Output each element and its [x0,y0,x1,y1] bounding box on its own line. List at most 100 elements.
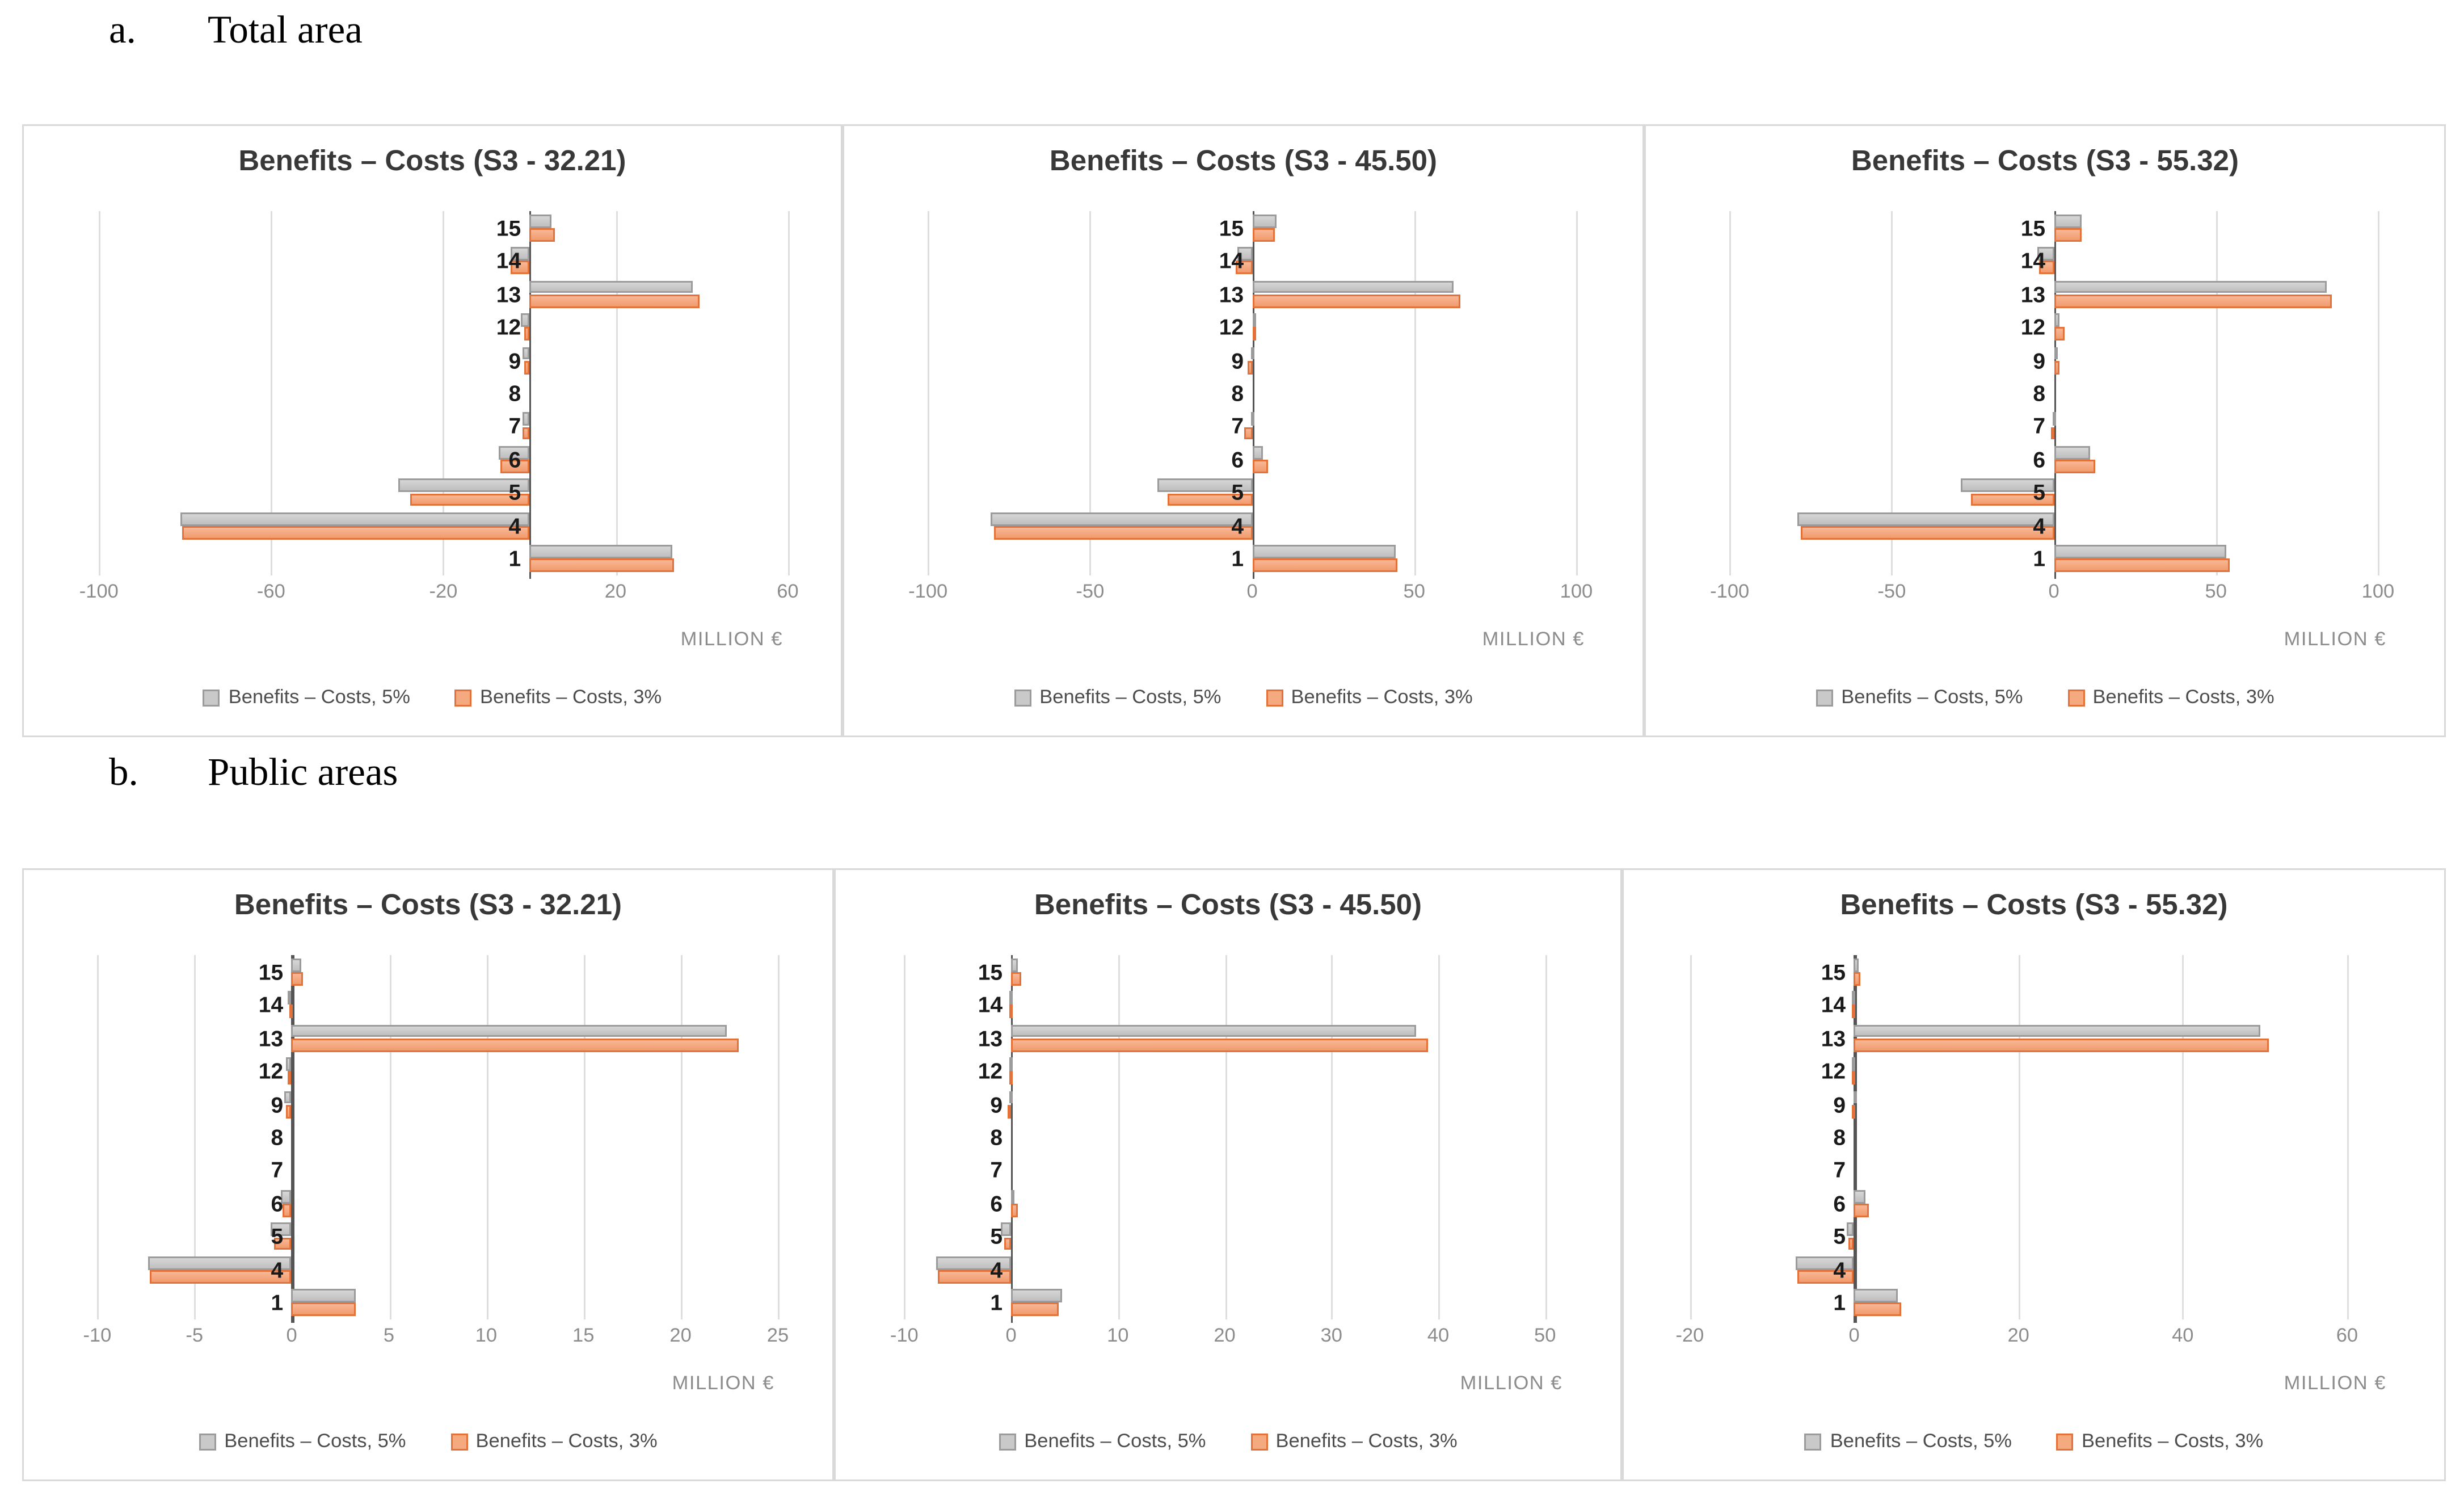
x-tick-label: 0 [1005,1326,1017,1347]
bar-3pct [1252,228,1275,242]
bar-3pct [1252,460,1268,473]
bar-3pct [1252,294,1460,308]
gridline [1892,211,1894,575]
category-label: 6 [508,447,521,473]
bar-5pct [2037,247,2054,260]
bar-5pct [1252,545,1396,559]
zero-axis-line [2054,211,2057,579]
legend-swatch-5pct-icon [999,1434,1016,1451]
category-label: 9 [2033,347,2046,373]
legend-swatch-5pct-icon [1014,690,1031,707]
zero-axis-line [292,955,294,1323]
category-label: 5 [508,480,521,506]
legend-label-5pct: Benefits – Costs, 5% [224,1432,406,1452]
bar-5pct [1010,1090,1014,1104]
bar-5pct [1854,958,1859,972]
category-label: 4 [2033,512,2046,539]
x-axis-unit-label: MILLION € [672,1374,774,1394]
gridline [904,955,906,1319]
category-label: 7 [1231,413,1244,439]
bar-3pct [1011,1303,1059,1317]
gridline [486,955,488,1319]
x-tick-label: 20 [604,582,627,603]
category-label: 12 [1219,314,1244,340]
bar-5pct [1250,413,1254,426]
bar-5pct [1961,479,2054,493]
bar-5pct [292,1289,355,1303]
bar-3pct [2054,327,2065,341]
category-label: 12 [2020,314,2046,340]
chart-total-area-55-32: Benefits – Costs (S3 - 55.32) 15 14 13 12 9 8… [1644,124,2446,737]
bar-5pct [1011,958,1019,972]
x-axis-ticks: -20 0 20 40 60 [1676,1326,2417,1350]
x-tick-label: 0 [286,1326,297,1347]
bar-3pct [282,1204,292,1217]
x-tick-label: 60 [2336,1326,2358,1347]
legend-label-3pct: Benefits – Costs, 3% [1291,688,1473,708]
x-axis-unit-label: MILLION € [2284,630,2386,650]
x-axis-unit-label: MILLION € [680,630,783,650]
category-label: 13 [1821,1025,1846,1051]
x-axis-ticks: -10 0 10 20 30 40 50 [890,1326,1593,1350]
category-label: 14 [1821,992,1846,1018]
category-label: 6 [990,1191,1003,1217]
category-label: 12 [258,1058,284,1084]
bar-5pct [1010,1057,1014,1071]
category-label: 8 [2033,380,2046,406]
x-axis-ticks: -100 -50 0 50 100 [902,582,1615,606]
category-label: 12 [496,314,521,340]
bar-3pct [1800,526,2054,540]
bar-3pct [1011,1038,1428,1052]
plot-area: 15 14 13 12 9 8 7 6 5 4 1 [902,211,1615,579]
category-label: 14 [496,248,521,274]
legend-swatch-3pct-icon [450,1434,467,1451]
bar-3pct [292,972,302,986]
category-label: 15 [2020,215,2046,241]
category-label: 9 [1833,1091,1846,1117]
category-label: 5 [990,1224,1003,1250]
section-index-b: b. [109,751,138,793]
gridline [271,211,273,575]
plot-area: 15 14 13 12 9 8 7 6 5 4 1 [82,955,805,1323]
bar-3pct [2054,360,2061,374]
section-header-b: b. Public areas [109,751,398,795]
category-label: 13 [2020,281,2046,307]
gridline [2378,211,2380,575]
chart-title: Benefits – Costs (S3 - 55.32) [1851,145,2239,177]
bar-5pct [1011,1189,1015,1204]
legend: Benefits – Costs, 5% Benefits – Costs, 3… [24,1432,832,1452]
x-tick-label: 25 [766,1326,789,1347]
category-label: 8 [990,1124,1003,1150]
category-label: 7 [1833,1157,1846,1183]
legend-swatch-5pct-icon [199,1434,216,1451]
bar-3pct [149,1270,292,1284]
zero-axis-line [1011,955,1014,1323]
category-label: 9 [508,347,521,373]
bar-3pct [292,1303,355,1317]
bar-3pct [937,1270,1011,1284]
legend-swatch-3pct-icon [2067,690,2084,707]
chart-public-areas-55-32: Benefits – Costs (S3 - 55.32) 15 14 13 12 9 8… [1622,868,2446,1481]
category-label: 15 [496,215,521,241]
bar-5pct [2053,413,2057,426]
category-label: 9 [1231,347,1244,373]
bar-3pct [288,1071,292,1085]
gridline [1331,955,1333,1319]
x-tick-label: 0 [2048,582,2059,603]
bar-3pct [1854,972,1861,986]
bar-5pct [1252,313,1256,327]
section-index-a: a. [109,9,136,51]
category-label: 13 [258,1025,284,1051]
bar-3pct [2054,559,2229,573]
bar-5pct [284,1090,292,1104]
bar-3pct [1235,261,1253,275]
legend-swatch-3pct-icon [454,690,471,707]
chart-public-areas-32-21: Benefits – Costs (S3 - 32.21) 15 14 13 12 9 8… [22,868,834,1481]
category-label: 8 [508,380,521,406]
bar-3pct [1009,1071,1013,1085]
gridline [389,955,391,1319]
chart-title: Benefits – Costs (S3 - 45.50) [1049,145,1438,177]
legend-label-5pct: Benefits – Costs, 5% [1830,1432,2012,1452]
plot-area: 15 14 13 12 9 8 7 6 5 4 1 [82,211,814,579]
